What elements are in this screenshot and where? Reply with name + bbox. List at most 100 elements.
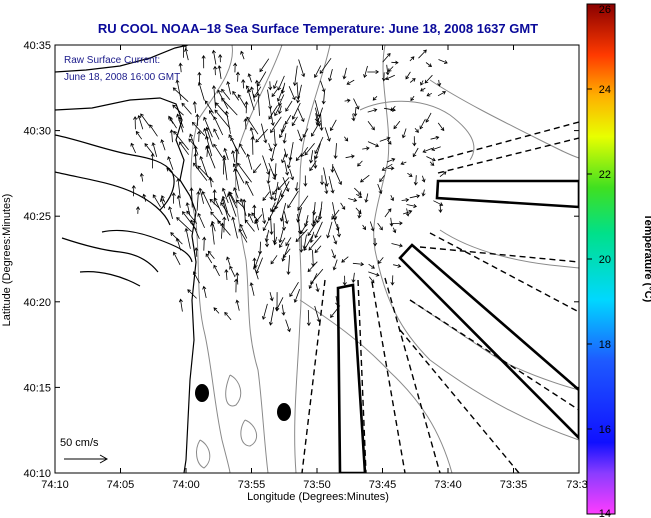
current-vector — [425, 62, 432, 67]
current-vector — [367, 141, 380, 148]
current-vector — [355, 193, 363, 198]
current-vector — [363, 65, 368, 79]
current-vector — [269, 215, 274, 235]
current-vector — [167, 156, 174, 170]
current-vector — [285, 237, 292, 247]
current-vector — [390, 221, 403, 226]
current-vector — [348, 198, 358, 202]
current-vector — [344, 98, 351, 103]
current-vector — [369, 221, 375, 232]
current-vector — [238, 228, 248, 243]
current-vector — [195, 113, 200, 126]
current-vector — [275, 297, 284, 311]
current-vector — [211, 49, 217, 65]
current-vector — [189, 187, 194, 208]
current-vector — [172, 251, 181, 266]
current-vector — [303, 234, 314, 252]
current-vector — [362, 146, 370, 151]
current-vector — [233, 62, 238, 73]
current-vector — [373, 238, 378, 247]
current-vector — [324, 182, 329, 195]
current-vector — [310, 210, 316, 228]
x-tick-label: 73:3 — [566, 479, 587, 491]
current-vector — [295, 229, 308, 243]
current-annotation-line: June 18, 2008 16:00 GMT — [64, 72, 180, 83]
current-vector — [424, 74, 433, 84]
current-vector — [176, 113, 184, 133]
current-vector — [271, 88, 279, 98]
current-vector — [249, 282, 255, 296]
current-vector — [193, 162, 208, 181]
current-vector — [131, 184, 136, 197]
radar-sectors — [301, 121, 579, 473]
current-vector — [300, 220, 309, 235]
current-vector — [181, 102, 192, 115]
current-vector — [178, 62, 183, 73]
current-vector — [133, 116, 138, 130]
current-vector — [268, 306, 275, 326]
current-vector — [247, 212, 254, 224]
current-vector — [281, 153, 286, 164]
current-vector — [332, 259, 338, 271]
current-vector — [357, 209, 362, 219]
current-vector — [192, 100, 197, 113]
current-vector — [176, 194, 181, 208]
current-vector — [324, 127, 331, 142]
current-vector — [422, 147, 433, 153]
current-vector — [367, 108, 378, 113]
current-vector — [232, 90, 240, 101]
current-vector — [412, 147, 419, 158]
current-vector — [171, 192, 176, 204]
x-tick-label: 74:00 — [172, 479, 200, 491]
current-vector — [346, 79, 355, 85]
current-vector — [328, 69, 333, 82]
current-vector — [353, 98, 360, 110]
current-vector — [213, 264, 220, 277]
current-vector — [426, 92, 432, 97]
current-vector — [196, 190, 201, 211]
current-vector — [262, 221, 269, 232]
colorbar-tick-label: 14 — [599, 508, 611, 518]
current-vector — [412, 136, 417, 147]
current-vector — [245, 85, 251, 92]
current-vector — [360, 174, 370, 183]
current-vector — [386, 139, 392, 145]
current-vector — [283, 211, 289, 225]
current-vector — [313, 155, 318, 169]
current-vector — [250, 136, 255, 155]
current-vector — [169, 129, 174, 143]
current-vector — [191, 121, 206, 136]
current-vector — [367, 69, 380, 75]
current-vector — [277, 105, 282, 115]
current-vector — [144, 143, 154, 155]
current-vector — [336, 224, 341, 238]
current-vector — [246, 153, 253, 170]
current-vector — [203, 116, 213, 138]
current-vector — [281, 243, 290, 262]
colorbar-tick-label: 20 — [599, 254, 611, 266]
buoy-marker — [277, 403, 291, 421]
current-vector — [235, 299, 240, 311]
current-vector — [437, 122, 445, 132]
current-vector — [362, 224, 367, 231]
current-vector — [286, 157, 292, 169]
current-vector — [431, 146, 441, 151]
current-vector — [266, 168, 271, 185]
current-vector — [332, 166, 343, 186]
current-vector — [213, 307, 220, 314]
current-vector — [420, 87, 426, 92]
current-vector — [400, 161, 407, 165]
current-vector — [224, 110, 231, 134]
current-vector — [390, 275, 395, 286]
y-tick-label: 40:25 — [23, 211, 51, 223]
current-vector — [205, 126, 214, 147]
current-vector — [273, 128, 278, 148]
x-tick-label: 73:40 — [434, 479, 462, 491]
current-vector — [312, 215, 318, 224]
current-vector — [135, 206, 141, 214]
current-vector — [192, 271, 200, 284]
current-vector — [142, 193, 147, 202]
current-vector — [160, 139, 166, 151]
current-vector — [247, 73, 252, 83]
current-vector — [340, 202, 346, 210]
